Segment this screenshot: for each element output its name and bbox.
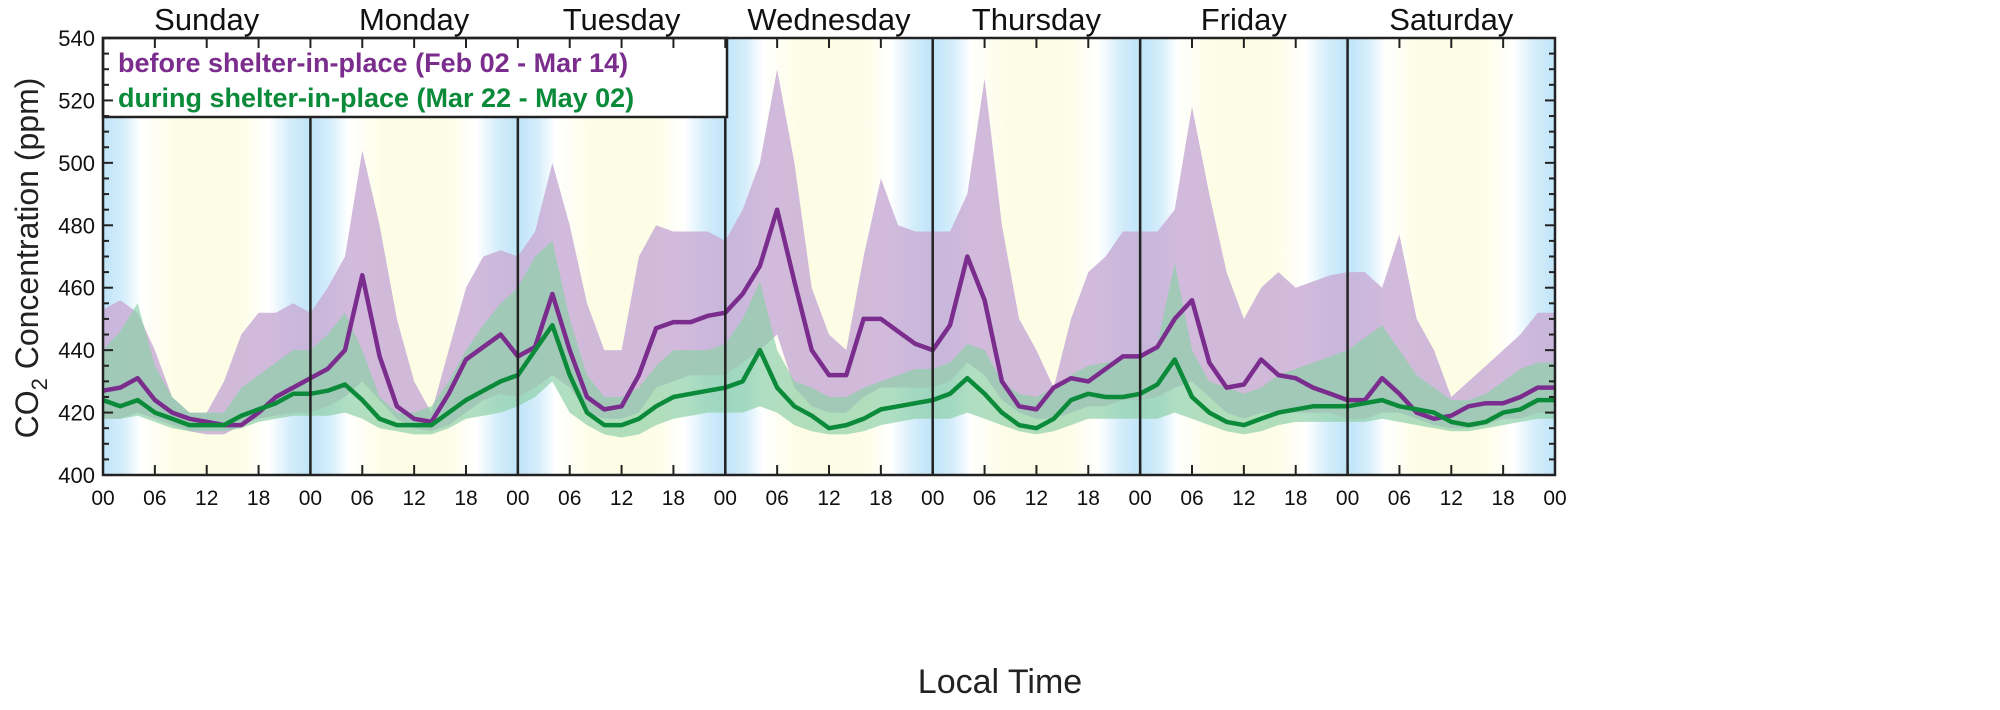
x-tick-label: 18 (1491, 487, 1514, 510)
x-tick-label: 06 (973, 487, 996, 510)
variability-bands (103, 69, 1555, 438)
x-tick-label: 00 (1543, 487, 1566, 510)
before-mean-line (102, 207, 1555, 428)
x-tick-label: 18 (662, 487, 685, 510)
legend-during: during shelter-in-place (Mar 22 - May 02… (118, 83, 634, 113)
day-label-friday: Friday (1201, 2, 1288, 37)
x-tick-label: 12 (1232, 487, 1255, 510)
y-tick-label: 420 (58, 401, 95, 426)
x-tick-label: 06 (558, 487, 581, 510)
day-label-sunday: Sunday (154, 2, 260, 37)
y-tick-label: 480 (58, 213, 95, 238)
x-tick-label: 12 (817, 487, 840, 510)
x-tick-label: 12 (1025, 487, 1048, 510)
x-tick-label: 18 (1077, 487, 1100, 510)
y-tick-label: 440 (58, 338, 95, 363)
x-tick-label: 00 (1128, 487, 1151, 510)
before-band (103, 69, 1555, 435)
y-tick-label: 500 (58, 151, 95, 176)
x-tick-label: 18 (247, 487, 270, 510)
x-tick-label: 18 (1284, 487, 1307, 510)
y-axis-label: CO2 Concentration (ppm) (9, 78, 52, 439)
x-tick-label: 12 (1440, 487, 1463, 510)
x-tick-label: 06 (765, 487, 788, 510)
x-tick-label: 12 (195, 487, 218, 510)
y-tick-label: 400 (58, 463, 95, 488)
y-tick-label: 540 (58, 26, 95, 51)
day-label-tuesday: Tuesday (563, 2, 681, 37)
during-band (103, 240, 1555, 438)
y-label-subscript: 2 (27, 378, 52, 390)
day-label-monday: Monday (359, 2, 470, 37)
x-tick-label: 06 (1180, 487, 1203, 510)
x-tick-label: 06 (1388, 487, 1411, 510)
y-tick-label: 520 (58, 88, 95, 113)
x-tick-label: 12 (610, 487, 633, 510)
day-label-thursday: Thursday (972, 2, 1102, 37)
during-mean-line (102, 322, 1555, 431)
x-tick-label: 00 (506, 487, 529, 510)
x-tick-label: 18 (454, 487, 477, 510)
legend-before: before shelter-in-place (Feb 02 - Mar 14… (118, 48, 628, 78)
x-tick-label: 00 (91, 487, 114, 510)
y-label-rest: Concentration (ppm) (9, 78, 45, 379)
x-tick-label: 12 (402, 487, 425, 510)
x-tick-label: 06 (143, 487, 166, 510)
x-tick-label: 00 (1336, 487, 1359, 510)
y-label-co: CO (9, 390, 45, 438)
mean-lines (102, 207, 1555, 431)
y-tick-label: 460 (58, 276, 95, 301)
x-tick-label: 00 (714, 487, 737, 510)
legend-box (101, 36, 729, 119)
legend: before shelter-in-place (Feb 02 - Mar 14… (101, 36, 729, 119)
x-axis-label: Local Time (918, 663, 1082, 701)
x-tick-label: 18 (869, 487, 892, 510)
x-tick-label: 00 (299, 487, 322, 510)
day-label-saturday: Saturday (1389, 2, 1514, 37)
axes: Sunday Monday Tuesday Wednesday Thursday Frid… (58, 2, 1566, 510)
day-label-wednesday: Wednesday (747, 2, 911, 37)
x-tick-label: 06 (351, 487, 374, 510)
x-tick-label: 00 (921, 487, 944, 510)
